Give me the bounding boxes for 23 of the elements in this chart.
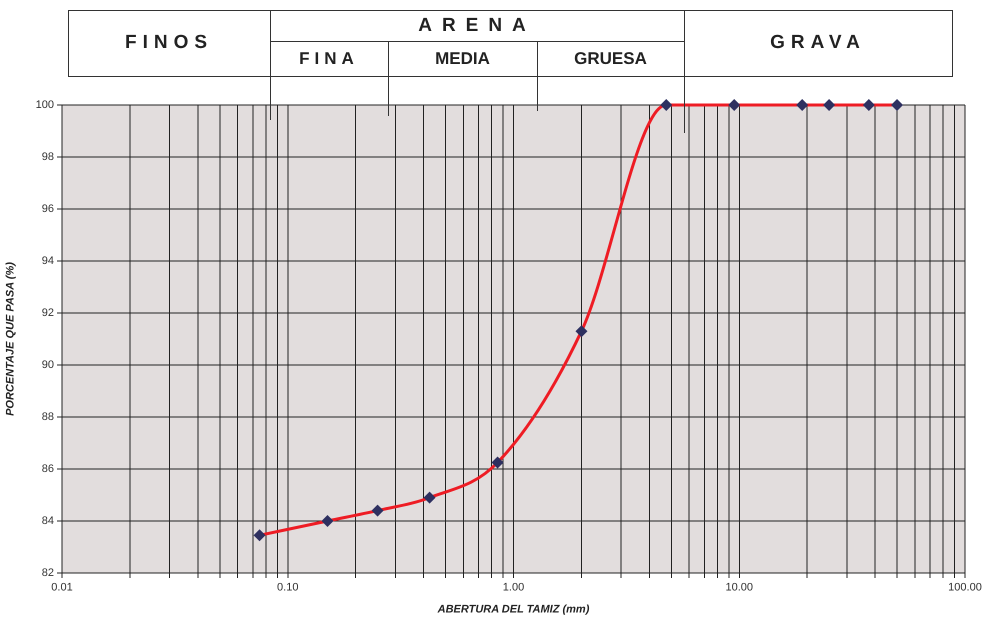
text: FINA bbox=[298, 48, 360, 70]
y-tick-label: 88 bbox=[42, 411, 54, 424]
y-tick-label: 90 bbox=[42, 359, 54, 372]
y-tick-label: 100 bbox=[36, 99, 54, 112]
x-axis-title: ABERTURA DEL TAMIZ (mm) bbox=[436, 603, 590, 616]
y-tick-label: 94 bbox=[42, 255, 54, 268]
text: MEDIA bbox=[434, 48, 491, 70]
text: FINOS bbox=[124, 31, 214, 55]
y-tick-label: 86 bbox=[42, 463, 54, 476]
y-tick-label: 96 bbox=[42, 203, 54, 216]
y-tick-label: 82 bbox=[42, 567, 54, 580]
y-tick-label: 98 bbox=[42, 151, 54, 164]
text: GRUESA bbox=[573, 48, 648, 70]
x-tick-label: 100.00 bbox=[948, 582, 982, 594]
y-axis-title: PORCENTAJE QUE PASA (%) bbox=[4, 262, 17, 416]
text: GRAVA bbox=[769, 31, 867, 55]
x-tick-label: 10.00 bbox=[725, 582, 754, 594]
x-tick-label: 1.00 bbox=[502, 582, 524, 594]
y-tick-label: 92 bbox=[42, 307, 54, 320]
y-tick-label: 84 bbox=[42, 515, 54, 528]
x-tick-label: 0.10 bbox=[277, 582, 298, 594]
x-tick-label: 0.01 bbox=[51, 582, 73, 594]
text: ARENA bbox=[417, 14, 537, 38]
